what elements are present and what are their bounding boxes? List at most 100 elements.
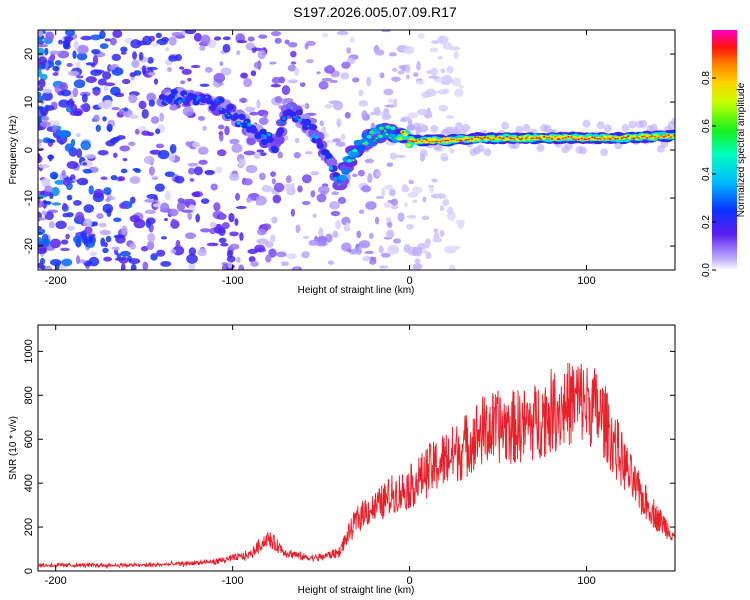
spectrogram-noise-cell — [38, 111, 42, 117]
spectrogram-ridge-cell — [441, 139, 444, 142]
snr-series-line — [38, 362, 675, 570]
spectrogram-noise-cell — [358, 209, 365, 214]
spectrogram-noise-cell — [413, 72, 419, 78]
spectrogram-noise-cell — [170, 249, 177, 254]
spectrogram-noise-cell — [38, 78, 46, 88]
spectrogram-xtick-label: 100 — [577, 275, 595, 287]
spectrogram-noise-cell — [148, 99, 155, 107]
spectrogram-ridge-cell — [526, 136, 529, 138]
spectrogram-noise-cell — [407, 118, 413, 126]
spectrogram-noise-cell — [103, 85, 108, 92]
spectrogram-noise-cell — [358, 101, 369, 107]
spectrogram-ridge-cell — [356, 144, 366, 152]
spectrogram-noise-cell — [102, 247, 109, 254]
spectrogram-ridge-cell — [174, 97, 177, 100]
spectrogram-ridge-cell — [596, 137, 599, 140]
spectrogram-noise-cell — [257, 49, 267, 60]
spectrogram-haze-cell — [628, 120, 637, 129]
spectrogram-ridge-cell — [465, 138, 468, 141]
spectrogram-noise-cell — [388, 52, 397, 57]
spectrogram-ridge-cell — [412, 140, 416, 143]
spectrogram-noise-cell — [445, 115, 454, 120]
spectrogram-noise-cell — [92, 221, 98, 227]
spectrogram-ridge-cell — [352, 148, 358, 153]
spectrogram-ridge-cell — [420, 140, 424, 143]
spectrogram-ridge-cell — [620, 137, 623, 140]
spectrogram-noise-cell — [128, 114, 139, 120]
spectrogram-noise-cell — [439, 35, 444, 45]
spectrogram-noise-cell — [185, 141, 192, 147]
spectrogram-ridge-cell — [587, 137, 591, 140]
spectrogram-ridge-cell — [427, 140, 431, 143]
spectrogram-ridge-cell — [603, 137, 606, 140]
spectrogram-noise-cell — [110, 174, 118, 181]
spectrogram-noise-cell — [438, 104, 449, 112]
snr-ytick-label: 0 — [23, 568, 35, 574]
spectrogram-noise-cell — [181, 68, 192, 75]
spectrogram-noise-cell — [391, 76, 401, 82]
spectrogram-noise-cell — [258, 172, 266, 181]
spectrogram-noise-cell — [397, 212, 405, 222]
snr-xtick-label: 100 — [577, 575, 595, 587]
spectrogram-noise-cell — [67, 225, 75, 231]
spectrogram-noise-cell — [155, 32, 162, 39]
spectrogram-noise-cell — [76, 148, 83, 159]
spectrogram-ridge-cell — [598, 138, 602, 140]
spectrogram-noise-cell — [192, 141, 201, 148]
spectrogram-noise-cell — [51, 202, 62, 206]
spectrogram-noise-cell — [84, 154, 97, 159]
spectrogram-noise-cell — [243, 150, 256, 156]
spectrogram-noise-cell — [299, 82, 306, 88]
spectrogram-haze-cell — [596, 121, 605, 130]
spectrogram-ridge-cell — [402, 132, 408, 137]
snr-ytick-label: 800 — [23, 386, 35, 404]
spectrogram-noise-cell — [38, 143, 42, 147]
spectrogram-noise-cell — [49, 171, 59, 180]
spectrogram-noise-cell — [403, 202, 408, 208]
spectrogram-noise-cell — [217, 81, 224, 86]
spectrogram-noise-cell — [336, 30, 349, 36]
spectrogram-noise-cell — [64, 143, 74, 152]
spectrogram-ridge-cell — [205, 98, 214, 105]
spectrogram-noise-cell — [94, 69, 105, 74]
spectrogram-ridge-cell — [452, 138, 455, 141]
spectrogram-noise-cell — [440, 68, 446, 74]
spectrogram-ridge-cell — [585, 138, 588, 141]
spectrogram-noise-cell — [253, 152, 261, 160]
spectrogram-ridge-cell — [250, 127, 258, 134]
spectrogram-noise-cell — [60, 239, 69, 245]
spectrogram-noise-cell — [82, 162, 87, 166]
spectrogram-noise-cell — [401, 185, 410, 193]
spectrogram-haze-cell — [483, 148, 492, 157]
spectrogram-noise-cell — [217, 149, 227, 157]
spectrogram-noise-cell — [425, 251, 432, 260]
spectrogram-noise-cell — [191, 191, 201, 198]
spectrogram-noise-cell — [268, 61, 277, 65]
spectrogram-ridge-cell — [330, 165, 338, 172]
spectrogram-noise-cell — [58, 39, 63, 45]
spectrogram-noise-cell — [270, 171, 277, 177]
spectrogram-noise-cell — [102, 203, 114, 214]
spectrogram-noise-cell — [386, 230, 394, 238]
spectrogram-ridge-cell — [650, 135, 654, 137]
spectrogram-noise-cell — [165, 47, 170, 52]
spectrogram-haze-cell — [412, 122, 421, 131]
spectrogram-noise-cell — [301, 251, 310, 259]
spectrogram-noise-cell — [368, 232, 374, 240]
spectrogram-noise-cell — [331, 191, 340, 196]
spectrogram-noise-cell — [245, 164, 258, 174]
spectrogram-ridge-cell — [477, 136, 480, 139]
spectrogram-ridge-cell — [266, 136, 274, 144]
spectrogram-ridge-cell — [460, 139, 463, 142]
spectrogram-noise-cell — [76, 44, 89, 54]
spectrogram-noise-cell — [121, 225, 128, 236]
spectrogram-ridge-cell — [418, 139, 421, 141]
spectrogram-haze-cell — [671, 117, 675, 126]
spectrogram-noise-cell — [272, 194, 282, 204]
spectrogram-ridge-cell — [601, 136, 604, 138]
spectrogram-noise-cell — [293, 151, 301, 159]
spectrogram-noise-cell — [316, 193, 327, 203]
spectrogram-ridge-cell — [532, 137, 535, 140]
spectrogram-noise-cell — [376, 171, 382, 177]
spectrogram-ridge-cell — [220, 108, 222, 111]
